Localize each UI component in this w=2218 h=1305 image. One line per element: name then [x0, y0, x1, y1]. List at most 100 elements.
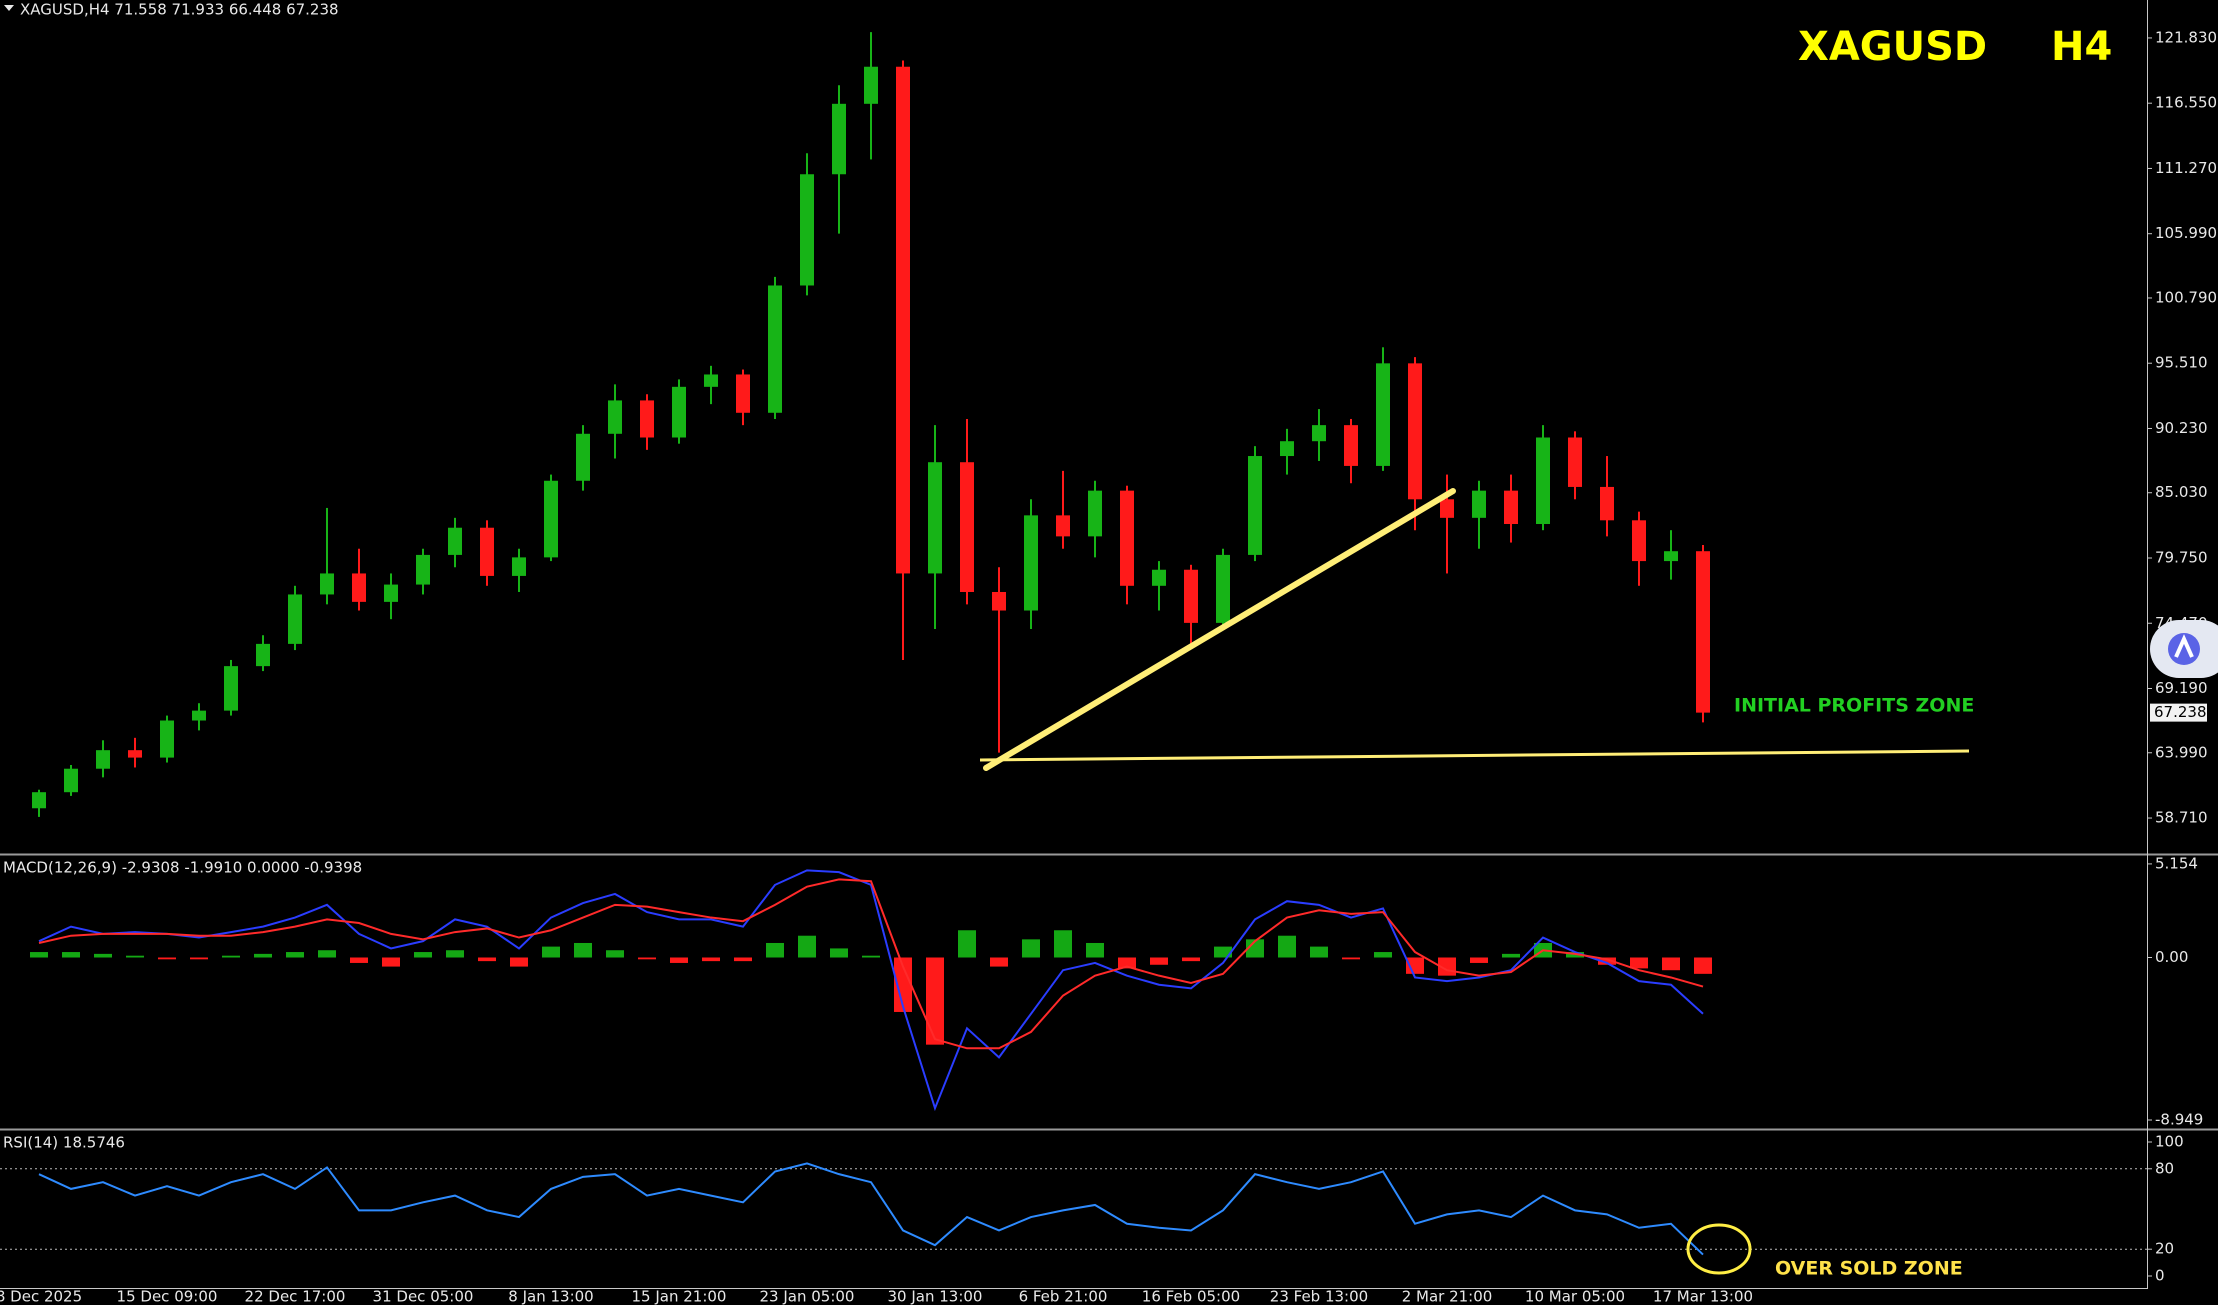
candle-body [608, 400, 622, 434]
macd-histogram-bar [670, 957, 688, 963]
macd-histogram-bar [158, 957, 176, 960]
oversold-circle[interactable] [1686, 1223, 1752, 1275]
candle-body [224, 666, 238, 711]
y-tick-label: 20 [2155, 1240, 2174, 1258]
y-tick-label: 100.790 [2155, 288, 2217, 306]
macd-histogram-bar [606, 950, 624, 958]
candle-body [1536, 437, 1550, 525]
candle-body [256, 643, 270, 667]
macd-histogram-bar [318, 950, 336, 958]
candle-body [832, 103, 846, 175]
candle-body [576, 433, 590, 481]
candle-body [800, 174, 814, 286]
macd-histogram-bar [1022, 939, 1040, 958]
candle-body [1440, 499, 1454, 518]
candle-body [416, 554, 430, 585]
macd-histogram-bar [62, 952, 80, 958]
candle-body [704, 374, 718, 387]
candle-body [160, 720, 174, 758]
profit-zone-note: INITIAL PROFITS ZONE [1734, 695, 1974, 717]
macd-histogram-bar [1054, 930, 1072, 958]
y-tick-label: 0.00 [2155, 948, 2188, 966]
macd-histogram-bar [766, 942, 784, 958]
macd-histogram-bar [958, 930, 976, 958]
macd-histogram-bar [126, 955, 144, 958]
x-tick-label: 15 Dec 09:00 [117, 1288, 218, 1305]
macd-histogram-bar [798, 935, 816, 958]
y-tick-label: 90.230 [2155, 419, 2208, 437]
y-tick-label: 111.270 [2155, 159, 2217, 177]
macd-histogram-bar [1694, 957, 1712, 974]
candle-body [1152, 569, 1166, 586]
candle-body [896, 66, 910, 574]
support-line[interactable] [979, 749, 1970, 762]
candle-body [1696, 551, 1710, 713]
macd-histogram-bar [1246, 939, 1264, 958]
y-tick-label: 0 [2155, 1267, 2165, 1285]
macd-histogram-bar [1310, 946, 1328, 958]
macd-histogram-bar [1150, 957, 1168, 965]
candle-body [384, 584, 398, 602]
macd-histogram-bar [1374, 952, 1392, 958]
x-tick-label: 10 Mar 05:00 [1525, 1288, 1625, 1305]
macd-histogram-bar [1214, 946, 1232, 958]
candle-body [32, 792, 46, 809]
y-tick-label: 79.750 [2155, 548, 2208, 566]
candle-body [1408, 363, 1422, 500]
candle-body [288, 594, 302, 644]
y-tick-label: 80 [2155, 1159, 2174, 1177]
trendline[interactable] [983, 488, 1456, 771]
indicator-title: MACD(12,26,9) -2.9308 -1.9910 0.0000 -0.… [3, 859, 362, 877]
candle-body [928, 462, 942, 574]
candle-body [864, 66, 878, 104]
last-price-box [2150, 703, 2207, 722]
candle-body [96, 750, 110, 769]
candle-body [1280, 441, 1294, 457]
candle-body [1664, 551, 1678, 562]
plot-area: 121.830 116.550 111.270 105.990 100.790 95.51… [0, 28, 2217, 1305]
y-tick-label: 85.030 [2155, 483, 2208, 501]
macd-histogram-bar [1630, 957, 1648, 969]
collapse-arrow[interactable] [4, 5, 14, 11]
x-tick-label: 8 Jan 13:00 [508, 1288, 593, 1305]
x-tick-label: 23 Feb 13:00 [1270, 1288, 1368, 1305]
candle-body [512, 557, 526, 576]
x-tick-label: 8 Dec 2025 [0, 1288, 82, 1305]
candle-body [1472, 490, 1486, 518]
candle-body [128, 750, 142, 758]
candle-body [736, 374, 750, 413]
x-tick-label: 30 Jan 13:00 [888, 1288, 983, 1305]
last-price-label: 67.238 [2154, 703, 2207, 721]
macd-histogram-bar [414, 952, 432, 958]
candle-body [1504, 490, 1518, 525]
macd-histogram-bar [894, 957, 912, 1012]
candle-body [320, 573, 334, 595]
macd-histogram-bar [1086, 942, 1104, 958]
candle-body [192, 710, 206, 721]
candle-body [1344, 425, 1358, 466]
macd-histogram-bar [446, 950, 464, 958]
x-tick-label: 16 Feb 05:00 [1142, 1288, 1240, 1305]
candle-body [960, 462, 974, 592]
y-tick-label: 121.830 [2155, 28, 2217, 46]
x-tick-label: 31 Dec 05:00 [373, 1288, 474, 1305]
macd-histogram-bar [478, 957, 496, 962]
macd-histogram-bar [1118, 957, 1136, 969]
indicator-line [38, 878, 1704, 1050]
macd-histogram-bar [1598, 957, 1616, 965]
candle-body [768, 285, 782, 413]
y-tick-label: 58.710 [2155, 809, 2208, 827]
oversold-note: OVER SOLD ZONE [1775, 1258, 1963, 1280]
candle-body [352, 573, 366, 602]
assistant-button[interactable] [2150, 620, 2218, 678]
y-tick-label: 100 [2155, 1132, 2184, 1150]
assistant-icon-glyph[interactable] [2174, 634, 2194, 658]
candle-body [448, 527, 462, 555]
y-tick-label: 63.990 [2155, 743, 2208, 761]
candle-body [1120, 490, 1134, 586]
macd-histogram-bar [862, 955, 880, 958]
macd-histogram-bar [1502, 953, 1520, 958]
y-tick-label: 105.990 [2155, 224, 2217, 242]
candle-body [1376, 363, 1390, 466]
